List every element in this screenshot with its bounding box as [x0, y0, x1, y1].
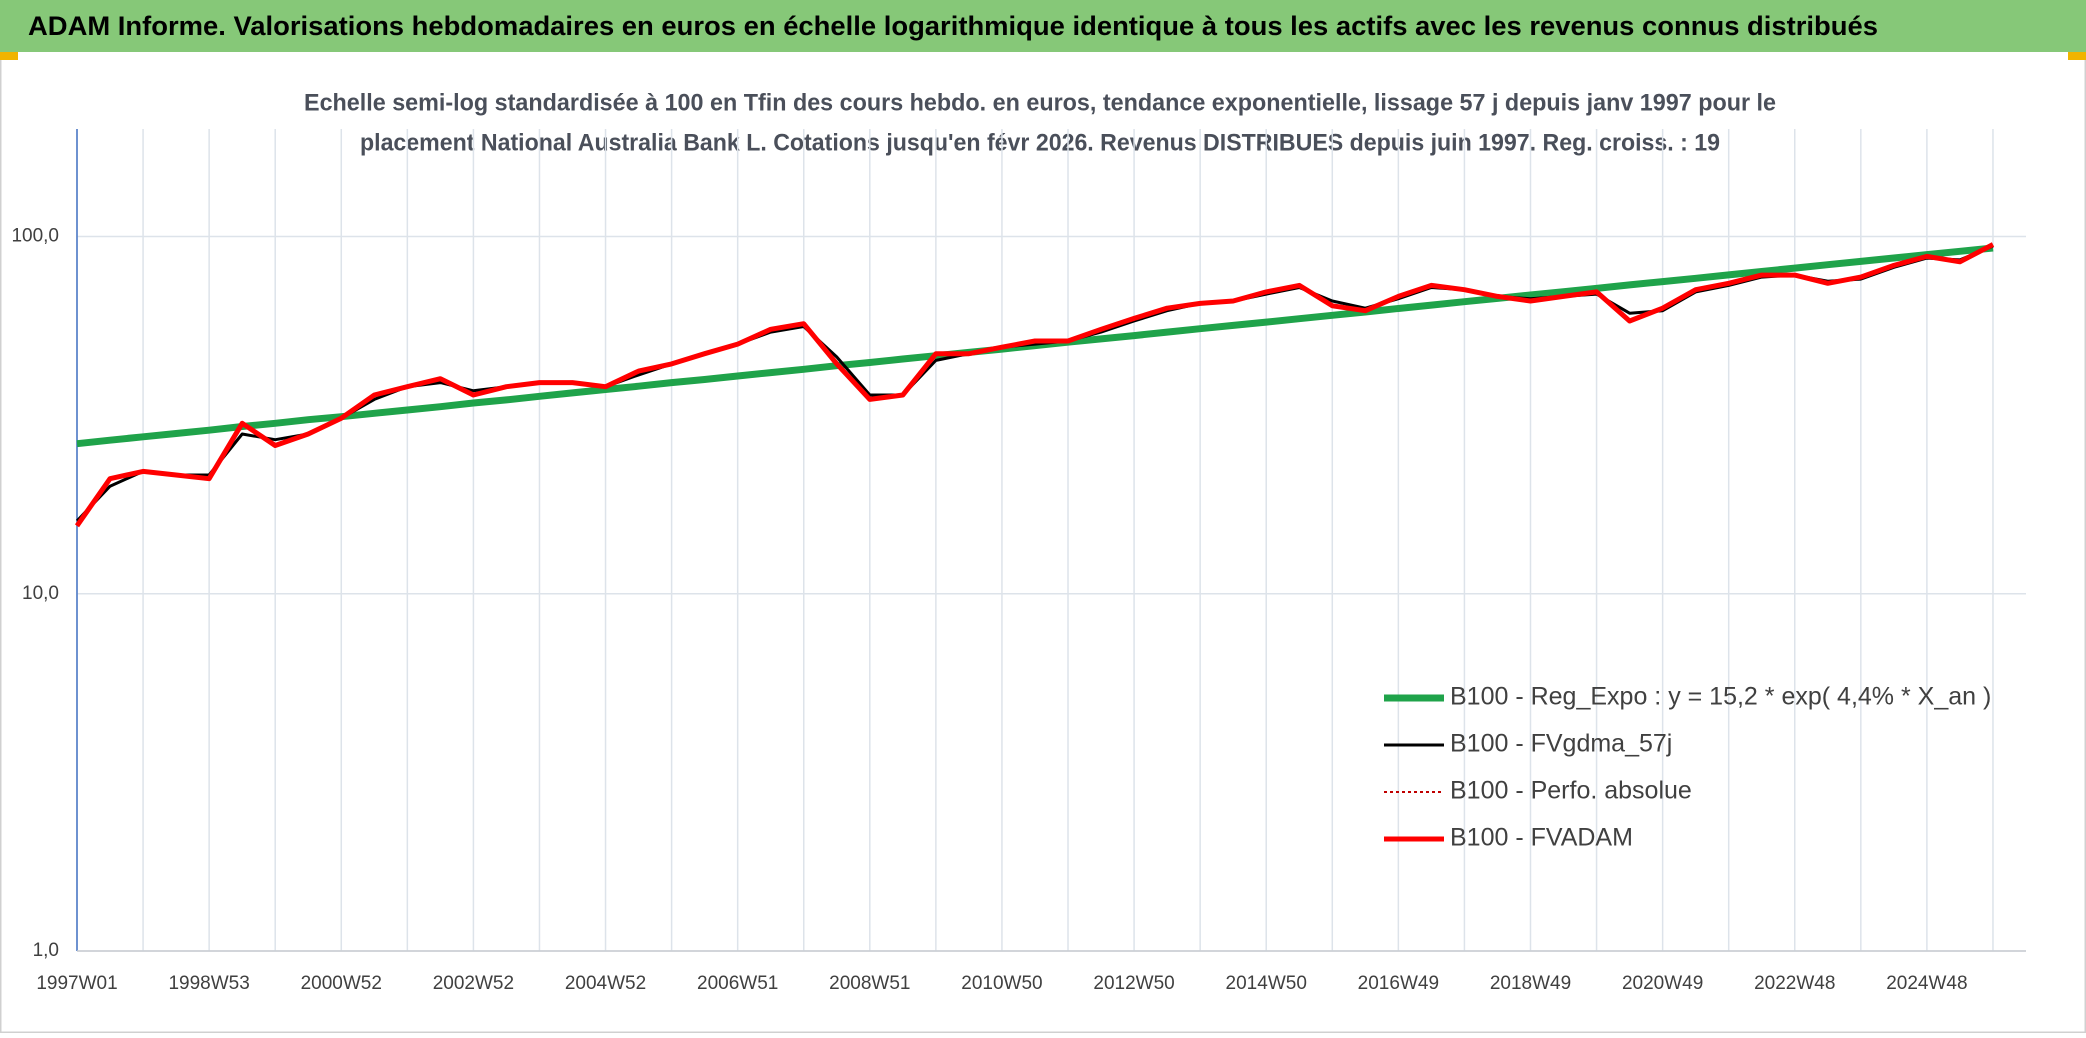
x-tick-label: 2018W49: [1490, 973, 1571, 994]
legend-label: B100 - FVADAM: [1450, 824, 1633, 852]
x-tick-label: 2006W51: [697, 973, 778, 994]
x-tick-label: 2000W52: [301, 973, 382, 994]
chart-title: ADAM Informe. Valorisations hebdomadaire…: [28, 11, 1878, 41]
chart-subtitle: placement National Australia Bank L. Cot…: [360, 129, 1720, 156]
y-tick-label: 10,0: [22, 583, 59, 604]
x-tick-label: 1997W01: [36, 973, 117, 994]
series-line: [74, 242, 1995, 528]
corner-mark: [0, 52, 18, 60]
y-tick-label: 100,0: [11, 226, 59, 247]
header-band: [0, 0, 2086, 52]
x-tick-label: 1998W53: [168, 973, 249, 994]
legend-label: B100 - Reg_Expo : y = 15,2 * exp( 4,4% *…: [1450, 683, 1991, 711]
corner-mark: [2068, 52, 2086, 60]
x-tick-label: 2010W50: [961, 973, 1042, 994]
x-tick-label: 2004W52: [565, 973, 646, 994]
x-tick-label: 2016W49: [1358, 973, 1439, 994]
x-tick-label: 2024W48: [1886, 973, 1967, 994]
x-tick-label: 2002W52: [433, 973, 514, 994]
chart-subtitle: Echelle semi-log standardisée à 100 en T…: [304, 89, 1776, 116]
legend-label: B100 - Perfo. absolue: [1450, 777, 1692, 805]
x-tick-label: 2014W50: [1226, 973, 1307, 994]
x-tick-label: 2008W51: [829, 973, 910, 994]
y-tick-label: 1,0: [33, 940, 59, 961]
x-tick-label: 2022W48: [1754, 973, 1835, 994]
x-tick-label: 2012W50: [1093, 973, 1174, 994]
legend-label: B100 - FVgdma_57j: [1450, 730, 1672, 758]
x-tick-label: 2020W49: [1622, 973, 1703, 994]
